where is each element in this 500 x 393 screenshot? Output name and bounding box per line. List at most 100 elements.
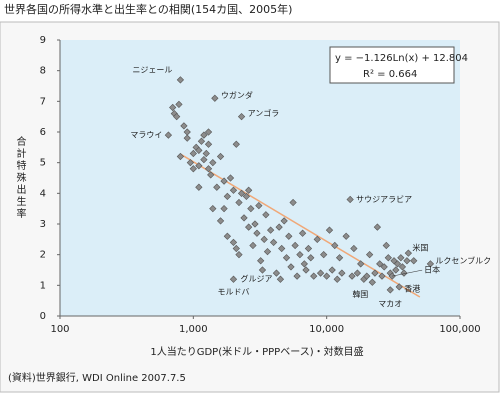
point [293,272,301,280]
point [335,254,344,262]
point [348,272,356,280]
point [269,238,278,247]
point [257,257,265,265]
point [200,155,208,164]
point [285,232,293,240]
point [176,76,185,84]
y-axis-label: 合計特殊出生率 [14,135,26,220]
point [333,275,341,283]
point [373,223,381,231]
point [384,254,392,262]
annotation: ニジェール [132,65,172,74]
point [176,152,185,161]
point [229,275,238,283]
point [183,134,191,142]
point [232,140,240,148]
point [298,229,307,237]
y-tick-label: 4 [40,188,46,199]
point [378,272,386,280]
point [296,251,304,259]
point [426,260,435,268]
point [189,165,197,173]
point [260,235,268,243]
annotation: 米国 [412,243,428,253]
equation-box [329,46,455,84]
point [313,235,321,243]
annotation: ルクセンブルク [435,255,491,265]
trend-r2: R² = 0.664 [363,69,417,80]
point [204,165,213,173]
point [211,94,219,102]
point [169,103,177,112]
point [263,247,272,256]
point [220,205,228,213]
annotation: 香港 [404,283,420,293]
point [216,152,225,161]
point [202,149,210,158]
point [226,174,235,182]
point [331,241,339,250]
point [249,241,257,250]
annotation: グルジア [240,274,272,284]
point [251,220,259,228]
point [232,244,240,253]
point [247,205,255,213]
point [197,137,206,145]
point [253,229,261,237]
point [164,131,173,139]
point [240,214,248,222]
point [393,260,402,268]
point [183,128,191,136]
point [353,269,362,277]
point [267,226,275,234]
point [200,131,208,139]
point [310,272,318,280]
point [410,257,418,265]
point [376,260,384,268]
point [173,113,181,121]
point [357,260,365,268]
y-tick-label: 7 [40,96,46,107]
point [323,272,331,280]
y-tick-label: 9 [40,35,46,46]
point [342,232,350,240]
point [400,269,408,277]
point [307,254,315,262]
point [237,113,246,121]
point [300,260,308,268]
point [213,183,221,191]
point [350,244,358,253]
annotation: ウガンダ [221,90,253,100]
point [245,223,253,231]
point [403,257,411,265]
y-tick-label: 5 [40,158,46,169]
point [346,195,354,204]
point [338,269,346,277]
y-tick-label: 1 [40,280,46,291]
point [237,189,246,197]
chart-title: 世界各国の所得水準と出生率との相関(154カ国、2005年) [4,2,292,16]
point [229,186,238,194]
y-tick-label: 0 [40,311,46,322]
y-tick-label: 3 [40,219,46,230]
point [382,241,390,250]
point [282,254,291,262]
point [262,211,270,219]
point [278,244,286,253]
point [204,140,213,148]
y-tick-label: 2 [40,250,46,261]
point [245,186,253,194]
source: (資料)世界銀行, WDI Online 2007.7.5 [8,371,186,384]
point [229,238,238,247]
annotation: アンゴラ [248,108,280,118]
annotation: マカオ [378,299,402,308]
y-tick-label: 6 [40,127,46,138]
point [255,201,263,210]
x-tick-label: 100,000 [439,324,480,335]
point [404,249,412,257]
annotation: マラウイ [130,131,162,140]
point [380,263,388,271]
point [186,159,194,167]
point [180,122,188,130]
point [207,171,215,179]
